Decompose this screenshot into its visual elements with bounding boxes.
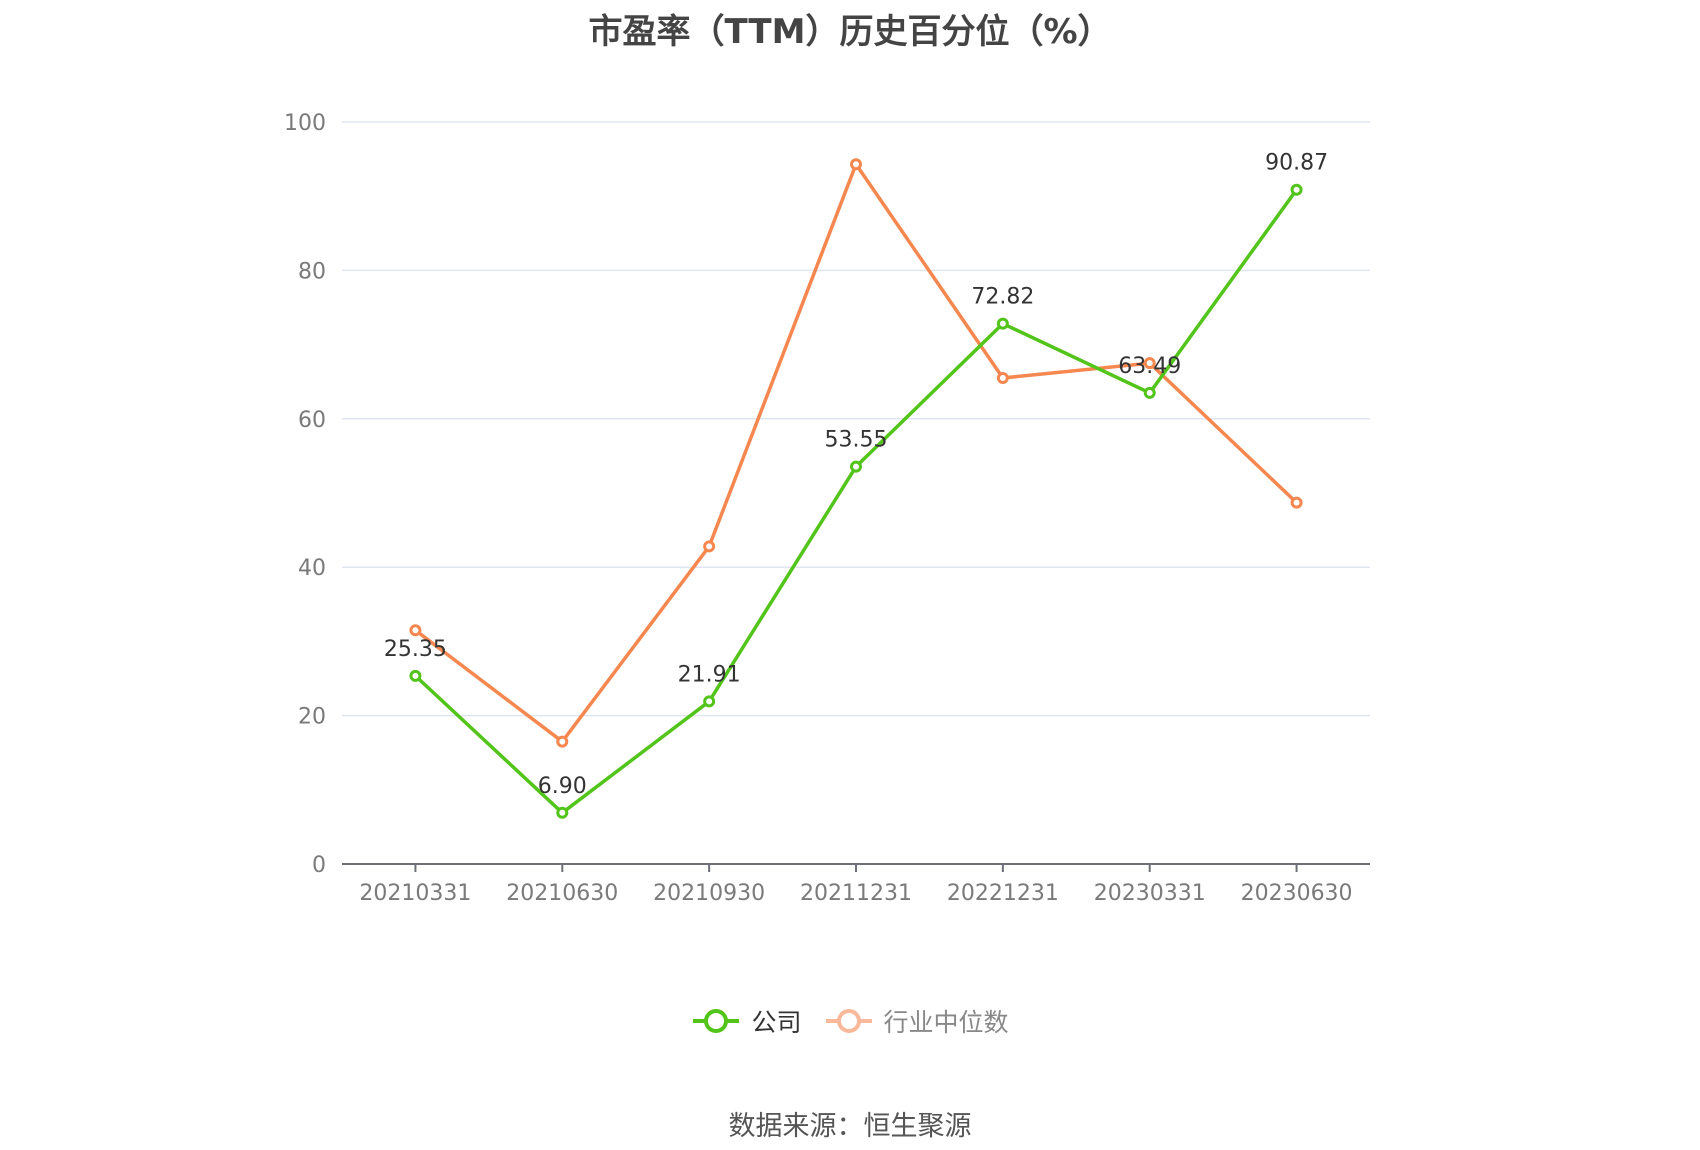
x-tick-label: 20210930 (653, 881, 765, 906)
legend-label-industry: 行业中位数 (883, 1008, 1009, 1037)
axes: 0 20 40 60 80 100 20210331 20210630 20210930 2021… (284, 111, 1370, 906)
data-point (850, 158, 862, 171)
y-tick-label: 40 (298, 556, 326, 581)
data-point (556, 735, 569, 748)
data-source: 数据来源：恒生聚源 (728, 1111, 972, 1142)
data-point (1290, 183, 1303, 196)
legend: 公司 行业中位数 (0, 1003, 1700, 1039)
x-tick-label: 20210630 (506, 881, 618, 906)
y-tick-label: 0 (312, 853, 326, 878)
circle-line-icon (693, 1009, 740, 1033)
data-point (850, 460, 862, 473)
data-point (996, 371, 1009, 384)
grid-lines (342, 121, 1370, 717)
y-tick-label: 100 (284, 111, 326, 136)
legend-item-company[interactable]: 公司 (691, 1003, 802, 1039)
line-chart: 0 20 40 60 80 100 20210331 20210630 20210930 2021… (284, 111, 1370, 906)
data-point (703, 540, 716, 553)
data-point (703, 695, 716, 708)
data-label: 53.55 (825, 428, 888, 453)
series-line-company (414, 188, 1298, 815)
series-lines (409, 158, 1303, 819)
data-label: 72.82 (971, 285, 1034, 310)
legend-item-industry[interactable]: 行业中位数 (824, 1003, 1009, 1039)
data-label: 21.91 (678, 662, 741, 687)
data-point (1143, 386, 1156, 399)
circle-line-icon (825, 1009, 872, 1033)
data-labels: 25.35 6.90 21.91 53.55 72.82 63.49 90.87 (384, 151, 1328, 799)
x-tick-label: 20210331 (359, 881, 471, 906)
x-tick-label: 20230630 (1241, 881, 1353, 906)
legend-label-company: 公司 (751, 1008, 802, 1037)
y-tick-label: 60 (298, 408, 326, 433)
data-point (556, 806, 569, 819)
series-line-industry (414, 162, 1298, 744)
data-point (1290, 496, 1303, 509)
x-tick-label: 20221231 (947, 881, 1059, 906)
data-point (996, 317, 1009, 330)
data-point (409, 669, 422, 682)
x-tick-label: 20230331 (1094, 881, 1206, 906)
data-point (1143, 357, 1156, 370)
data-label: 63.49 (1118, 354, 1181, 379)
data-label: 90.87 (1265, 151, 1328, 176)
chart-title: 市盈率（TTM）历史百分位（%） (588, 12, 1112, 52)
y-tick-label: 80 (298, 259, 326, 284)
data-point (409, 624, 422, 637)
x-tick-label: 20211231 (800, 881, 912, 906)
y-tick-label: 20 (298, 705, 326, 730)
data-label: 25.35 (384, 637, 447, 662)
data-label: 6.90 (538, 774, 587, 799)
